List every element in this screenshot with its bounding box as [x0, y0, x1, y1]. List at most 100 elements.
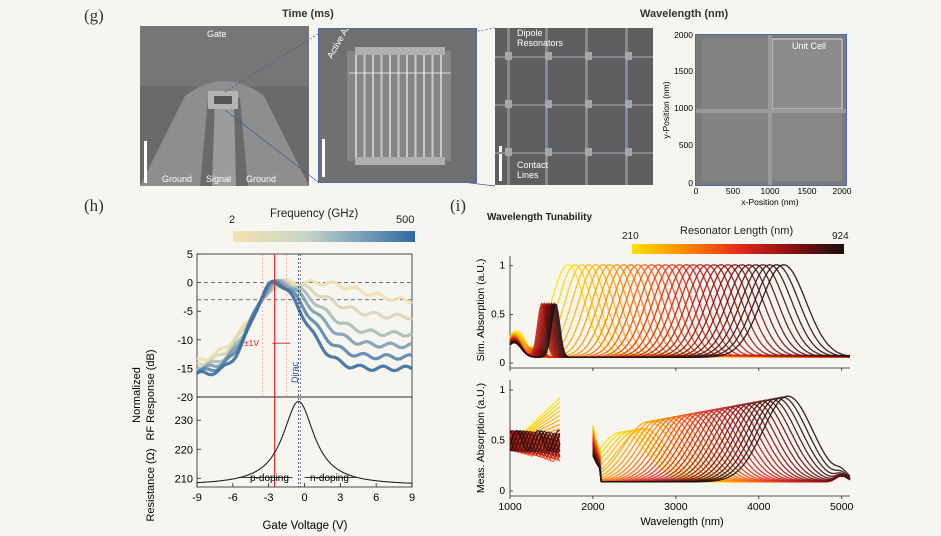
label-contact-lines: Contact Lines — [517, 160, 549, 180]
electrode-finger — [372, 55, 374, 157]
resonator-pad — [585, 100, 592, 108]
ytick-2000: 2000 — [674, 30, 693, 40]
resonator-row — [495, 152, 653, 154]
h-bottom-ytick-label: 210 — [175, 473, 193, 485]
xtick-0: 0 — [694, 186, 699, 196]
electrode-finger — [397, 55, 400, 157]
i-xtick-label: 1000 — [498, 501, 522, 513]
h-top-ytick-label: -5 — [183, 306, 193, 318]
i-meas-ytick-label: 1 — [499, 385, 505, 396]
i-colorbar-min: 210 — [622, 231, 639, 242]
label-dipole-resonators: Dipole Resonators — [517, 28, 564, 48]
h-xtick-label: 0 — [301, 492, 307, 504]
i-title: Wavelength Tunability — [487, 212, 593, 223]
annotation-n-doping: n-doping — [310, 473, 349, 484]
unit-cell-figure: Unit Cell 2000 1500 1000 500 0 0 500 100… — [657, 30, 857, 208]
ytick-1500: 1500 — [674, 66, 693, 76]
panel-label-i: (i) — [450, 196, 467, 215]
electrode-finger — [423, 55, 425, 157]
header-time: Time (ms) — [282, 8, 334, 20]
i-colorbar — [632, 244, 844, 254]
i-xlabel: Wavelength (nm) — [640, 516, 723, 528]
h-series-line — [196, 279, 413, 375]
header-wavelength: Wavelength (nm) — [640, 8, 729, 20]
micrograph-dipole-resonators: Dipole Resonators Contact Lines — [495, 28, 653, 185]
annotation-p-doping: p-doping — [250, 473, 289, 484]
micrograph-gate: Gate Ground Signal Ground — [140, 26, 309, 186]
resonator-pad — [585, 148, 592, 156]
h-top-ytick-label: -10 — [177, 335, 193, 347]
label-signal: Signal — [206, 174, 232, 184]
electrode-finger — [431, 55, 434, 157]
h-xtick-label: -6 — [228, 492, 238, 504]
i-sim-ytick-label: 1 — [499, 261, 505, 272]
resonator-pad — [625, 100, 632, 108]
h-xtick-label: -3 — [264, 492, 274, 504]
h-colorbar-min: 2 — [229, 214, 236, 226]
ytick-1000: 1000 — [674, 103, 693, 113]
annotation-dirac: Dirac — [290, 361, 300, 383]
resonator-pad — [505, 52, 512, 60]
h-bottom-frame — [196, 396, 413, 488]
chart-h: 5 0 -5 -10 -15 -20 210 220 230 -9 -6 -3 0 3 6 9 Normal… — [131, 249, 415, 532]
micrograph-dipole-resonators-drawing — [495, 28, 653, 185]
i-xtick-label: 3000 — [664, 501, 688, 513]
i-sim-ytick-label: 0.5 — [491, 309, 505, 320]
i-sim-ytick-label: 0 — [499, 358, 505, 369]
electrode-finger — [389, 55, 391, 157]
h-top-ylabel-line2: RF Response (dB) — [145, 349, 157, 440]
h-bottom-ytick-label: 220 — [175, 444, 193, 456]
resonator-pad — [625, 148, 632, 156]
h-top-ylabel-line1: Normalized — [131, 367, 143, 423]
h-xtick-label: 9 — [409, 492, 415, 504]
resonator-pad — [585, 52, 592, 60]
resonator-pad — [505, 100, 512, 108]
micrograph-gate-drawing — [140, 26, 309, 186]
unit-cell-ylabel: y-Position (nm) — [661, 81, 671, 138]
panel-label-h: (h) — [84, 196, 104, 215]
resonator-row — [495, 104, 653, 106]
unit-cell-xlabel: x-Position (nm) — [741, 197, 798, 207]
h-xlabel: Gate Voltage (V) — [262, 520, 347, 532]
resonator-pad — [545, 52, 552, 60]
i-xtick-label: 2000 — [581, 501, 605, 513]
i-xtick-label: 5000 — [830, 501, 854, 513]
label-ground-left: Ground — [162, 174, 193, 184]
h-xtick-label: 6 — [373, 492, 379, 504]
h-series-line — [196, 280, 413, 377]
micrograph-active-area-drawing — [319, 29, 476, 182]
h-series-line — [196, 278, 413, 367]
h-top-ytick-label: -15 — [177, 363, 193, 375]
ytick-500: 500 — [679, 140, 693, 150]
electrode-finger — [355, 55, 357, 157]
electrode-finger — [414, 55, 417, 157]
panel-label-g: (g) — [84, 6, 104, 25]
annotation-plus-minus-1v: ±1V — [244, 338, 259, 348]
electrode-finger — [406, 55, 408, 157]
resonator-pad — [545, 100, 552, 108]
i-colorbar-max: 924 — [832, 231, 849, 242]
h-xtick-label: -9 — [192, 492, 202, 504]
chart-i: 0 0.5 1 0 0.5 1 1000 2000 3000 4000 5000 Sim. Abs… — [475, 256, 854, 528]
h-xtick-label: 3 — [337, 492, 343, 504]
i-meas-ytick-label: 0.5 — [491, 436, 505, 447]
h-series-line — [196, 278, 413, 373]
resonator-pad — [625, 52, 632, 60]
i-meas-series — [509, 395, 851, 483]
h-top-ytick-label: -20 — [177, 392, 193, 404]
h-resistance-curve — [196, 400, 412, 484]
electrode-finger — [440, 55, 442, 157]
i-sim-ylabel: Sim. Absorption (a.U.) — [475, 259, 487, 362]
h-colorbar — [233, 231, 415, 242]
unit-cell-axes: 2000 1500 1000 500 0 0 500 1000 1500 200… — [661, 30, 852, 207]
electrode-finger — [363, 55, 366, 157]
h-series-line — [196, 278, 413, 371]
resonator-row — [495, 56, 653, 58]
h-top-frame — [196, 253, 413, 398]
h-colorbar-title: Frequency (GHz) — [270, 208, 359, 220]
label-unit-cell: Unit Cell — [792, 41, 827, 51]
h-bottom-ylabel: Resistance (Ω) — [145, 448, 157, 521]
resonator-pad — [545, 148, 552, 156]
micrograph-unit-cell-drawing — [696, 35, 846, 185]
i-xtick-label: 4000 — [747, 501, 771, 513]
